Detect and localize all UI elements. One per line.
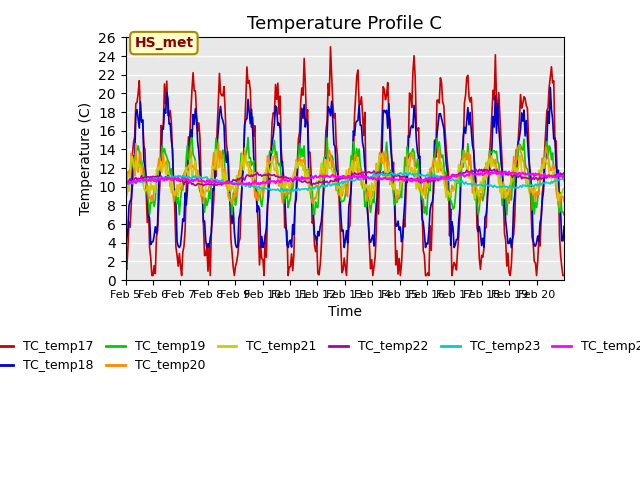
Line: TC_temp18: TC_temp18 [125,87,564,248]
TC_temp19 [146,212,154,217]
Y-axis label: Temperature (C): Temperature (C) [79,102,93,216]
TC_temp17 [122,261,129,267]
TC_temp22 [150,174,158,180]
TC_temp19 [502,194,509,200]
TC_temp22 [122,181,129,187]
TC_temp18 [547,84,554,90]
TC_temp19 [349,139,357,144]
TC_temp23 [559,176,567,181]
TC_temp18 [500,190,508,195]
TC_temp17 [559,273,567,278]
TC_temp21 [367,202,374,207]
TC_temp17 [436,75,444,81]
TC_temp20 [560,198,568,204]
TC_temp20 [435,144,443,150]
Line: TC_temp24: TC_temp24 [125,171,564,185]
Line: TC_temp23: TC_temp23 [125,173,564,192]
TC_temp19 [152,196,159,202]
TC_temp18 [560,223,568,229]
TC_temp22 [435,176,443,182]
Line: TC_temp22: TC_temp22 [125,169,564,186]
Text: HS_met: HS_met [134,36,193,50]
TC_temp17 [560,273,568,278]
TC_temp24 [483,168,490,174]
TC_temp20 [559,194,567,200]
TC_temp22 [348,175,356,181]
TC_temp23 [136,180,144,185]
TC_temp19 [122,204,129,209]
TC_temp23 [348,178,356,183]
TC_temp20 [500,195,508,201]
TC_temp20 [150,184,158,190]
TC_temp18 [136,99,144,105]
TC_temp19 [136,165,144,171]
TC_temp24 [136,177,144,183]
TC_temp19 [559,209,567,215]
TC_temp17 [326,44,334,50]
Title: Temperature Profile C: Temperature Profile C [248,15,442,33]
X-axis label: Time: Time [328,305,362,320]
TC_temp21 [212,146,220,152]
Line: TC_temp21: TC_temp21 [125,149,564,204]
TC_temp17 [136,111,144,117]
TC_temp18 [558,238,566,243]
TC_temp23 [122,180,129,186]
TC_temp21 [348,158,356,164]
TC_temp19 [244,135,252,141]
TC_temp21 [502,194,509,200]
TC_temp22 [200,183,207,189]
TC_temp23 [502,184,509,190]
TC_temp22 [490,166,498,172]
TC_temp24 [348,174,356,180]
TC_temp24 [122,180,129,185]
Line: TC_temp17: TC_temp17 [125,47,564,276]
Legend: TC_temp17, TC_temp18, TC_temp19, TC_temp20, TC_temp21, TC_temp22, TC_temp23, TC_: TC_temp17, TC_temp18, TC_temp19, TC_temp… [0,335,640,377]
TC_temp18 [150,233,158,239]
TC_temp22 [560,170,568,176]
TC_temp24 [560,172,568,178]
TC_temp19 [436,150,444,156]
TC_temp21 [560,185,568,191]
TC_temp22 [559,171,567,177]
TC_temp24 [435,176,443,181]
TC_temp21 [559,186,567,192]
TC_temp22 [502,172,509,178]
TC_temp17 [148,273,156,278]
TC_temp24 [246,182,254,188]
TC_temp17 [349,155,357,160]
TC_temp21 [436,165,444,170]
TC_temp20 [136,149,144,155]
TC_temp24 [502,168,509,174]
TC_temp21 [150,183,158,189]
TC_temp23 [397,170,404,176]
TC_temp18 [122,245,129,251]
TC_temp21 [122,180,129,186]
TC_temp17 [502,237,509,243]
TC_temp24 [559,175,567,180]
TC_temp22 [136,176,144,181]
TC_temp23 [276,189,284,194]
TC_temp19 [560,212,568,217]
TC_temp20 [556,204,563,210]
TC_temp17 [152,271,159,276]
TC_temp23 [560,178,568,183]
TC_temp18 [348,187,355,192]
TC_temp20 [122,192,129,198]
TC_temp24 [150,179,158,184]
TC_temp23 [150,175,158,181]
Line: TC_temp20: TC_temp20 [125,142,564,207]
Line: TC_temp19: TC_temp19 [125,138,564,215]
TC_temp20 [214,139,222,145]
TC_temp21 [136,163,144,168]
TC_temp18 [435,121,442,127]
TC_temp23 [436,173,444,179]
TC_temp20 [348,168,356,173]
